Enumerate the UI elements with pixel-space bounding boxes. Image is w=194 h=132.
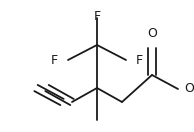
Text: F: F (51, 53, 58, 67)
Text: O: O (147, 27, 157, 40)
Text: OH: OH (184, 82, 194, 95)
Text: F: F (94, 10, 100, 23)
Text: F: F (136, 53, 143, 67)
